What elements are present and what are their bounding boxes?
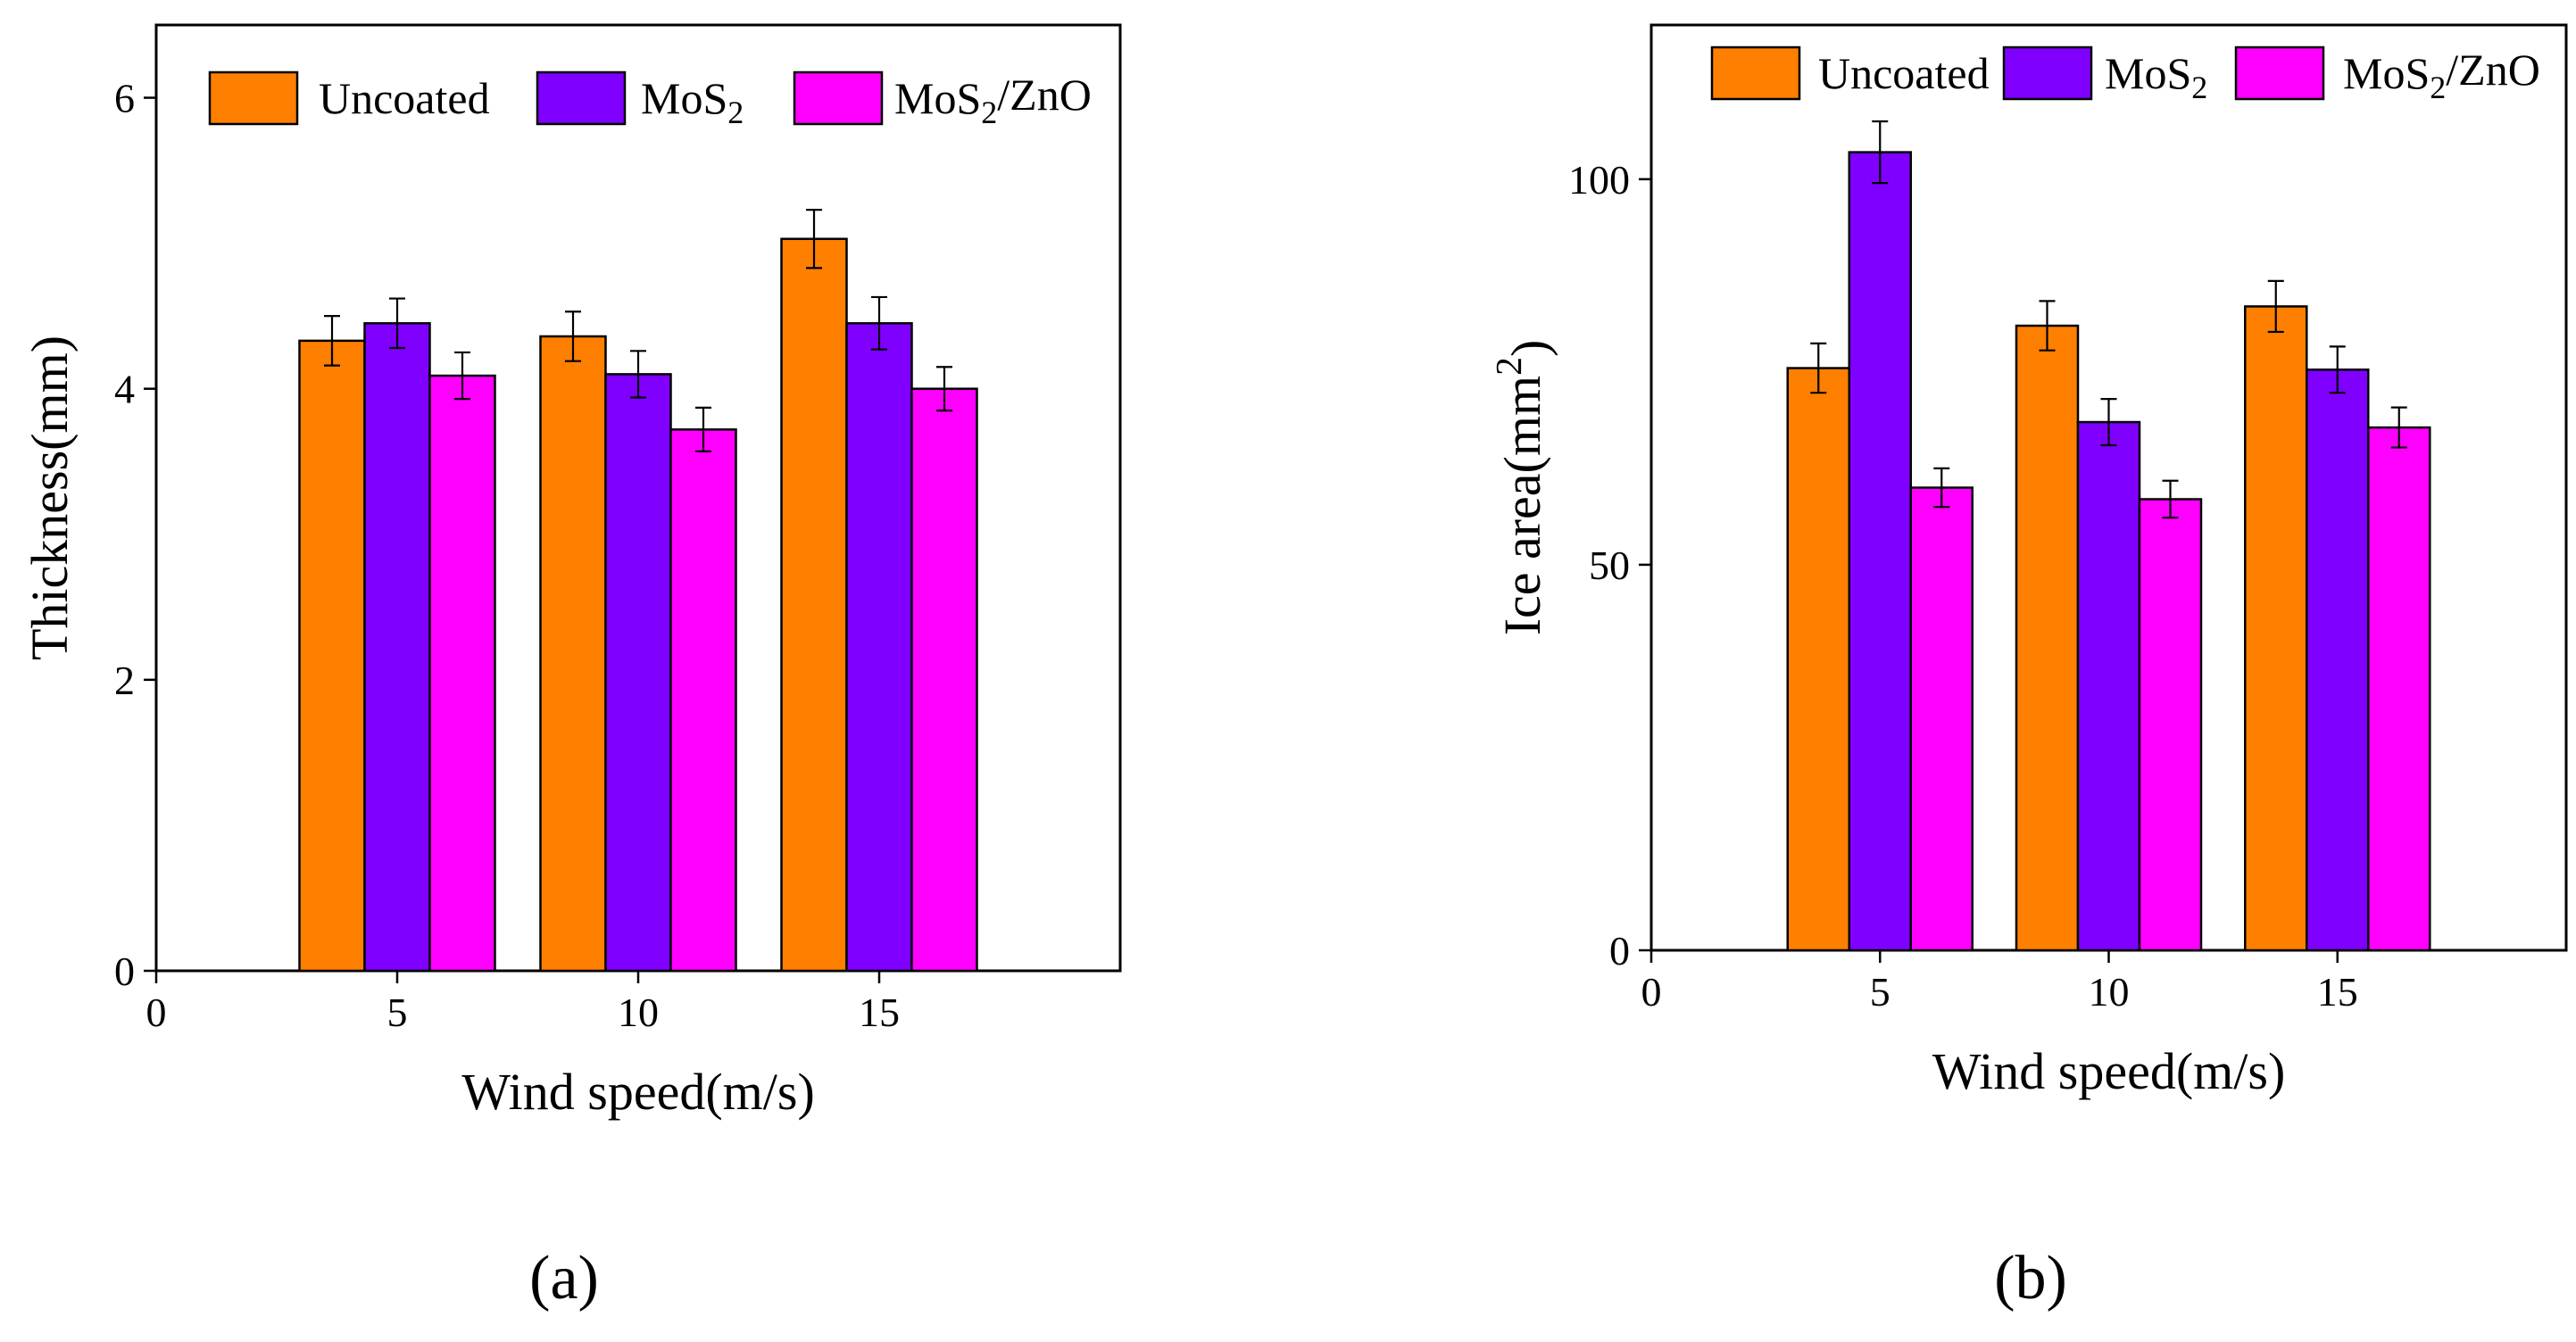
bar-mos2-zno-10: [2138, 498, 2203, 952]
legend-label: Uncoated: [319, 73, 490, 123]
legend-label: MoS2: [2105, 48, 2207, 105]
x-tick-label: 15: [2317, 969, 2358, 1015]
x-tick-label: 15: [859, 990, 900, 1035]
bar-mos2-zno-5: [428, 374, 496, 973]
y-axis-title: Ice area(mm2): [1489, 340, 1558, 636]
y-tick-label: 4: [114, 367, 135, 412]
bar-mos2-15: [845, 322, 913, 973]
x-tick-label: 5: [1870, 969, 1890, 1015]
y-tick-label: 100: [1568, 157, 1630, 203]
legend-item-mos2-zno: MoS2/ZnO: [2234, 45, 2540, 105]
x-axis-title: Wind speed(m/s): [1932, 1042, 2286, 1100]
error-bar-mos2-zno-15: [2390, 406, 2407, 449]
x-tick-label: 10: [618, 990, 659, 1035]
error-bar-mos2-zno-15: [936, 366, 952, 412]
error-bar-mos2-15: [2329, 345, 2346, 394]
bar-uncoated-5: [298, 339, 366, 973]
error-bar-mos2-zno-10: [695, 406, 711, 452]
y-tick-label: 6: [114, 76, 135, 121]
y-tick-label: 0: [114, 949, 135, 994]
panel-label: (a): [529, 1244, 599, 1313]
legend-label: MoS2/ZnO: [2343, 45, 2540, 105]
legend-item-uncoated: Uncoated: [1710, 46, 1990, 101]
bar-mos2-zno-10: [669, 428, 737, 973]
legend-swatch: [208, 70, 299, 126]
legend-item-mos2: MoS2: [2002, 46, 2207, 105]
legend-item-mos2-zno: MoS2/ZnO: [793, 70, 1092, 130]
error-bar-uncoated-5: [1810, 342, 1827, 394]
error-bar-uncoated-5: [324, 315, 340, 367]
y-tick-label: 50: [1589, 543, 1630, 588]
x-axis-title: Wind speed(m/s): [461, 1063, 815, 1121]
legend-label: MoS2: [641, 73, 744, 130]
legend-item-uncoated: Uncoated: [208, 70, 490, 126]
error-bar-mos2-5: [389, 297, 405, 350]
legend-swatch: [2234, 46, 2325, 101]
x-tick-label: 5: [387, 990, 408, 1035]
error-bar-mos2-zno-10: [2162, 479, 2179, 519]
bar-mos2-5: [1848, 151, 1912, 952]
error-bar-uncoated-15: [806, 209, 822, 269]
bar-uncoated-15: [780, 237, 848, 973]
panel-label: (b): [1994, 1244, 2067, 1313]
legend-swatch: [1710, 46, 1801, 101]
legend-item-mos2: MoS2: [536, 70, 744, 130]
bar-uncoated-15: [2244, 305, 2308, 952]
bar-mos2-zno-15: [2367, 426, 2431, 952]
error-bar-mos2-zno-5: [1933, 467, 1950, 509]
y-axis-title: Thickness(mm): [21, 336, 79, 660]
error-bar-uncoated-10: [565, 311, 581, 362]
bar-mos2-10: [604, 373, 672, 973]
legend-label: Uncoated: [1818, 48, 1990, 98]
legend-swatch: [2002, 46, 2093, 101]
error-bar-mos2-5: [1872, 120, 1889, 185]
bar-mos2-5: [363, 322, 431, 973]
bar-uncoated-10: [539, 335, 607, 973]
bar-uncoated-10: [2015, 324, 2080, 952]
bar-mos2-zno-15: [910, 387, 978, 973]
x-tick-label: 10: [2089, 969, 2130, 1015]
x-tick-label: 0: [1641, 969, 1662, 1015]
legend-label: MoS2/ZnO: [894, 70, 1092, 130]
error-bar-mos2-10: [630, 350, 646, 399]
legend-swatch: [793, 70, 884, 126]
error-bar-mos2-zno-5: [454, 351, 470, 401]
y-tick-label: 0: [1609, 928, 1630, 973]
bar-mos2-zno-5: [1909, 486, 1974, 952]
chart-panel-b: 0 5 10 15 0 50 100 Wind speed(m/s) Ice area(mm2)…: [1489, 23, 2568, 1313]
legend-swatch: [536, 70, 627, 126]
error-bar-mos2-10: [2100, 398, 2117, 447]
error-bar-uncoated-10: [2039, 300, 2056, 352]
chart-panel-a: 0 5 10 15 0 2 4 6 Wind speed(m/s) Thickness(mm) Un…: [21, 23, 1122, 1313]
x-tick-label: 0: [146, 990, 167, 1035]
error-bar-uncoated-15: [2267, 279, 2284, 334]
bar-mos2-15: [2306, 369, 2370, 952]
bar-uncoated-5: [1786, 367, 1850, 952]
error-bar-mos2-15: [871, 295, 887, 351]
bar-mos2-10: [2076, 420, 2141, 952]
y-tick-label: 2: [114, 658, 135, 703]
